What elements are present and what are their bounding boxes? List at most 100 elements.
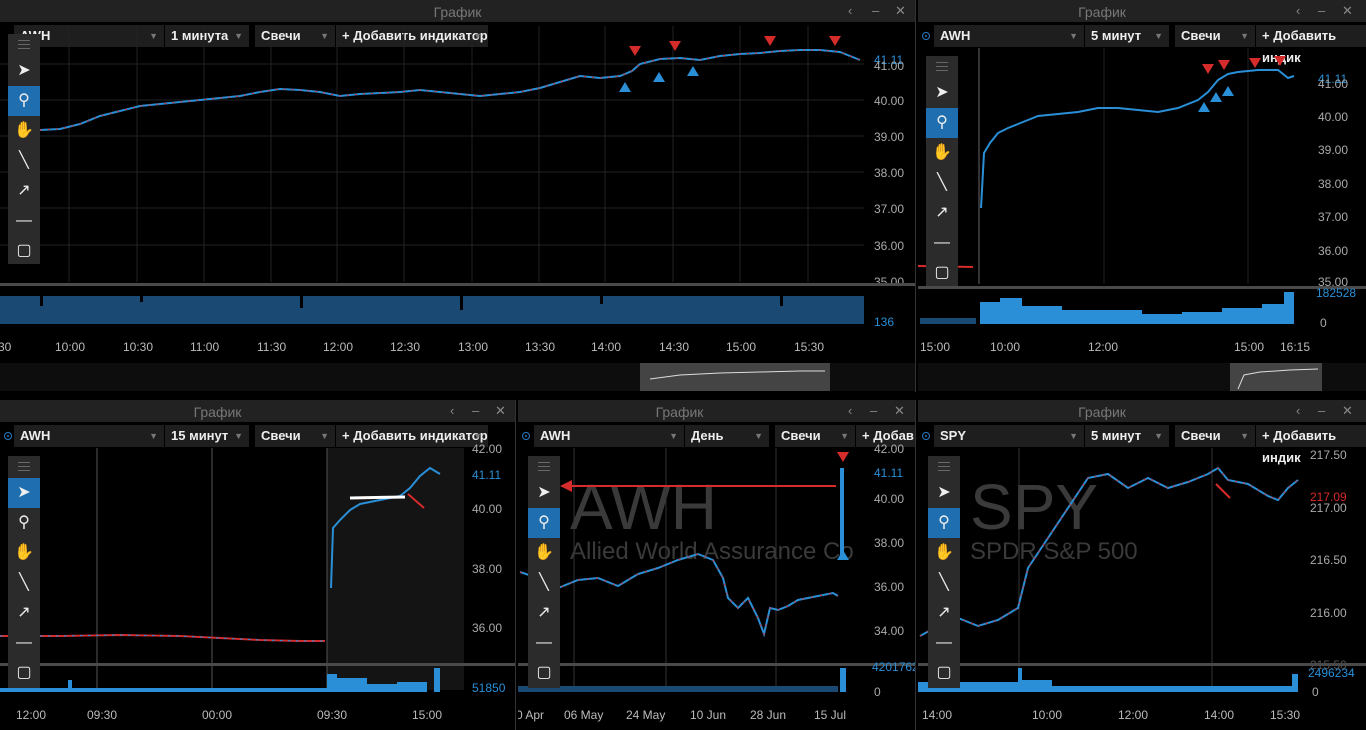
rectangle-tool-icon[interactable]: ▢ <box>16 242 32 259</box>
chart-type-select[interactable]: Свечи ▼ <box>255 425 335 447</box>
close-icon[interactable]: ✕ <box>895 3 906 18</box>
interval-select[interactable]: День ▼ <box>685 425 769 447</box>
arrow-tool-icon[interactable]: ↗ <box>537 604 551 621</box>
hand-tool-icon[interactable]: ✋ <box>14 122 34 139</box>
line-tool-icon[interactable]: ╲ <box>939 574 949 591</box>
add-indicator-button[interactable]: + Добавить индик <box>1256 25 1366 65</box>
navigator-bar[interactable] <box>0 363 915 391</box>
add-indicator-button[interactable]: + Добавить индикатор ▼ <box>336 25 488 47</box>
cursor-tool-icon[interactable]: ➤ <box>935 84 949 101</box>
chevron-left-icon[interactable]: ‹ <box>848 3 853 18</box>
symbol-field[interactable]: AWH ▼ <box>934 25 1084 47</box>
pane-separator[interactable] <box>918 663 1366 666</box>
cursor-tool-icon[interactable]: ➤ <box>537 484 551 501</box>
chart-type-select[interactable]: Свечи ▼ <box>1175 25 1255 47</box>
minimize-icon[interactable]: – <box>1318 3 1326 18</box>
cursor-tool-icon[interactable]: ➤ <box>937 484 951 501</box>
hand-tool-icon[interactable]: ✋ <box>14 544 34 561</box>
interval-select[interactable]: 5 минут ▼ <box>1085 425 1169 447</box>
link-indicator-icon[interactable] <box>522 432 530 440</box>
chevron-left-icon[interactable]: ‹ <box>1296 3 1301 18</box>
zoom-tool-icon[interactable]: ⚲ <box>528 508 560 538</box>
pane-separator[interactable] <box>0 663 515 666</box>
chart-type-select[interactable]: Свечи ▼ <box>1175 425 1255 447</box>
panel-title: График <box>433 4 482 20</box>
cursor-tool-icon[interactable]: ➤ <box>8 478 40 508</box>
close-icon[interactable]: ✕ <box>1342 403 1353 418</box>
add-indicator-button[interactable]: + Добавить индик <box>1256 425 1366 465</box>
arrow-tool-icon[interactable]: ↗ <box>935 204 949 221</box>
chevron-left-icon[interactable]: ‹ <box>450 403 455 418</box>
minimize-icon[interactable]: – <box>472 403 480 418</box>
navigator-bar[interactable] <box>918 363 1366 391</box>
symbol-field[interactable]: AWH ▼ <box>534 425 684 447</box>
panel-titlebar[interactable]: График ‹ – ✕ <box>518 400 915 422</box>
interval-label: 5 минут <box>1091 28 1142 43</box>
price-chart[interactable] <box>918 48 1308 284</box>
toolbar-grip[interactable] <box>936 62 948 71</box>
close-icon[interactable]: ✕ <box>495 403 506 418</box>
panel-titlebar[interactable]: График ‹ – ✕ <box>918 0 1366 22</box>
toolbar-grip[interactable] <box>18 462 30 471</box>
horizontal-line-tool-icon[interactable]: — <box>16 634 32 651</box>
rectangle-tool-icon[interactable]: ▢ <box>934 264 950 281</box>
navigator-window[interactable] <box>640 363 830 391</box>
line-tool-icon[interactable]: ╲ <box>19 152 29 169</box>
hand-tool-icon[interactable]: ✋ <box>534 544 554 561</box>
rectangle-tool-icon[interactable]: ▢ <box>936 664 952 681</box>
price-chart[interactable] <box>518 448 862 690</box>
horizontal-line-tool-icon[interactable]: — <box>934 234 950 251</box>
add-indicator-button[interactable]: + Добавить индикатор ▼ <box>336 425 488 447</box>
symbol-field[interactable]: SPY ▼ <box>934 425 1084 447</box>
interval-select[interactable]: 5 минут ▼ <box>1085 25 1169 47</box>
horizontal-line-tool-icon[interactable]: — <box>16 212 32 229</box>
pane-separator[interactable] <box>0 283 915 286</box>
zoom-tool-icon[interactable]: ⚲ <box>926 108 958 138</box>
rectangle-tool-icon[interactable]: ▢ <box>536 664 552 681</box>
toolbar-grip[interactable] <box>938 462 950 471</box>
cursor-tool-icon[interactable]: ➤ <box>17 62 31 79</box>
close-icon[interactable]: ✕ <box>894 403 905 418</box>
hand-tool-icon[interactable]: ✋ <box>934 544 954 561</box>
line-tool-icon[interactable]: ╲ <box>937 174 947 191</box>
navigator-window[interactable] <box>1230 363 1322 391</box>
toolbar-grip[interactable] <box>18 40 30 49</box>
add-indicator-button[interactable]: + Добав <box>856 425 915 447</box>
horizontal-line-tool-icon[interactable]: — <box>536 634 552 651</box>
x-tick: 12:00 <box>1088 340 1119 354</box>
zoom-tool-icon[interactable]: ⚲ <box>8 86 40 116</box>
rectangle-tool-icon[interactable]: ▢ <box>16 664 32 681</box>
chevron-left-icon[interactable]: ‹ <box>848 403 853 418</box>
zoom-tool-icon[interactable]: ⚲ <box>18 514 30 531</box>
arrow-tool-icon[interactable]: ↗ <box>17 604 31 621</box>
close-icon[interactable]: ✕ <box>1342 3 1353 18</box>
price-chart[interactable] <box>918 448 1302 690</box>
link-indicator-icon[interactable] <box>922 32 930 40</box>
minimize-icon[interactable]: – <box>870 403 878 418</box>
last-price-label: 41.11 <box>472 468 502 482</box>
interval-select[interactable]: 15 минут ▼ <box>165 425 249 447</box>
pane-separator[interactable] <box>518 663 915 666</box>
price-chart[interactable] <box>0 448 464 690</box>
minimize-icon[interactable]: – <box>1318 403 1326 418</box>
arrow-tool-icon[interactable]: ↗ <box>937 604 951 621</box>
line-tool-icon[interactable]: ╲ <box>539 574 549 591</box>
arrow-tool-icon[interactable]: ↗ <box>17 182 31 199</box>
toolbar-grip[interactable] <box>538 462 550 471</box>
price-chart[interactable] <box>0 26 864 282</box>
line-tool-icon[interactable]: ╲ <box>19 574 29 591</box>
panel-titlebar[interactable]: График ‹ – ✕ <box>0 400 515 422</box>
panel-titlebar[interactable]: График ‹ – ✕ <box>918 400 1366 422</box>
chart-type-select[interactable]: Свечи ▼ <box>775 425 855 447</box>
link-indicator-icon[interactable] <box>4 432 12 440</box>
chevron-left-icon[interactable]: ‹ <box>1296 403 1301 418</box>
interval-select[interactable]: 1 минута ▼ <box>165 25 249 47</box>
zoom-tool-icon[interactable]: ⚲ <box>928 508 960 538</box>
horizontal-line-tool-icon[interactable]: — <box>936 634 952 651</box>
hand-tool-icon[interactable]: ✋ <box>932 144 952 161</box>
link-indicator-icon[interactable] <box>922 432 930 440</box>
minimize-icon[interactable]: – <box>872 3 880 18</box>
panel-titlebar[interactable]: График ‹ – ✕ <box>0 0 915 22</box>
pane-separator[interactable] <box>918 286 1366 289</box>
symbol-field[interactable]: AWH ▼ <box>14 425 164 447</box>
